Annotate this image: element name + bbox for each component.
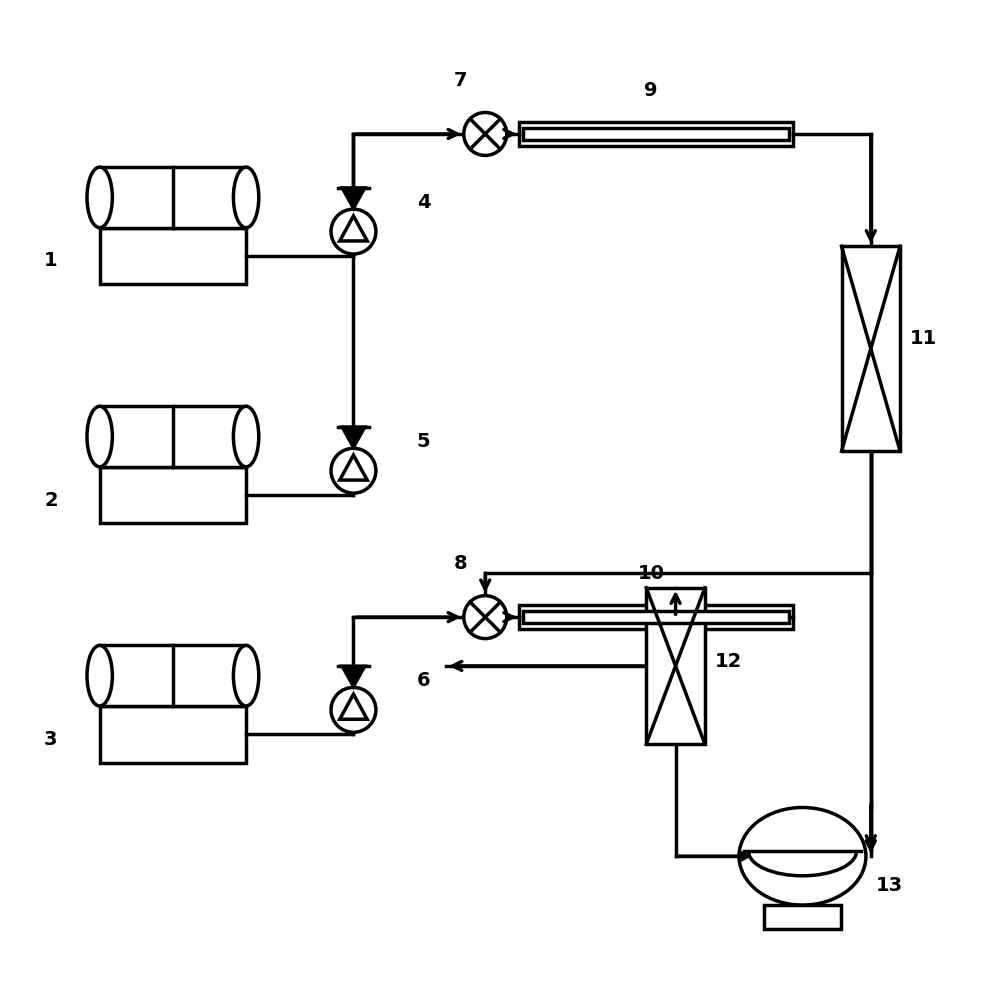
Ellipse shape bbox=[739, 807, 866, 905]
Bar bbox=[524, 128, 789, 140]
Bar bbox=[100, 645, 247, 706]
Bar bbox=[520, 605, 793, 629]
Ellipse shape bbox=[234, 645, 258, 706]
Bar bbox=[100, 467, 247, 523]
Text: 9: 9 bbox=[644, 81, 658, 100]
Ellipse shape bbox=[87, 167, 112, 228]
Circle shape bbox=[463, 112, 507, 155]
Circle shape bbox=[331, 209, 376, 254]
Bar bbox=[646, 588, 705, 744]
Polygon shape bbox=[343, 666, 364, 686]
Text: 11: 11 bbox=[910, 329, 938, 348]
Bar bbox=[524, 611, 789, 623]
Bar bbox=[100, 406, 247, 467]
Text: 8: 8 bbox=[454, 554, 467, 573]
Text: 5: 5 bbox=[417, 432, 431, 451]
Text: 2: 2 bbox=[45, 491, 57, 510]
Text: 12: 12 bbox=[715, 652, 742, 671]
Bar bbox=[100, 706, 247, 763]
Text: 6: 6 bbox=[417, 671, 431, 690]
Ellipse shape bbox=[87, 645, 112, 706]
Circle shape bbox=[463, 596, 507, 639]
Ellipse shape bbox=[234, 167, 258, 228]
Text: 7: 7 bbox=[454, 71, 467, 90]
Text: 3: 3 bbox=[45, 730, 57, 749]
Polygon shape bbox=[343, 188, 364, 208]
Text: 1: 1 bbox=[45, 251, 57, 270]
Text: 10: 10 bbox=[638, 564, 664, 583]
Bar bbox=[520, 122, 793, 146]
Polygon shape bbox=[343, 427, 364, 447]
Text: 4: 4 bbox=[417, 193, 431, 212]
Ellipse shape bbox=[87, 406, 112, 467]
Bar bbox=[842, 246, 900, 451]
Bar bbox=[100, 167, 247, 228]
Ellipse shape bbox=[234, 406, 258, 467]
Bar bbox=[100, 228, 247, 284]
Circle shape bbox=[331, 448, 376, 493]
Circle shape bbox=[331, 687, 376, 732]
Text: 13: 13 bbox=[876, 876, 903, 895]
Bar bbox=[764, 905, 841, 929]
